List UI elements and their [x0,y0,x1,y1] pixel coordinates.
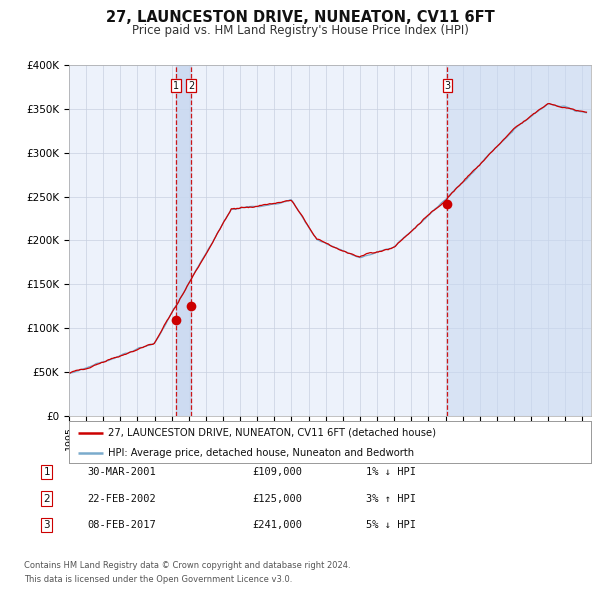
Text: 27, LAUNCESTON DRIVE, NUNEATON, CV11 6FT: 27, LAUNCESTON DRIVE, NUNEATON, CV11 6FT [106,10,494,25]
Text: 22-FEB-2002: 22-FEB-2002 [87,494,156,503]
Text: HPI: Average price, detached house, Nuneaton and Bedworth: HPI: Average price, detached house, Nune… [108,448,414,457]
Text: 3: 3 [43,520,50,530]
Text: £109,000: £109,000 [252,467,302,477]
Text: Contains HM Land Registry data © Crown copyright and database right 2024.: Contains HM Land Registry data © Crown c… [24,560,350,570]
Text: 3: 3 [444,81,451,91]
Text: 1: 1 [43,467,50,477]
Text: £125,000: £125,000 [252,494,302,503]
Text: 30-MAR-2001: 30-MAR-2001 [87,467,156,477]
Text: 5% ↓ HPI: 5% ↓ HPI [366,520,416,530]
Text: 27, LAUNCESTON DRIVE, NUNEATON, CV11 6FT (detached house): 27, LAUNCESTON DRIVE, NUNEATON, CV11 6FT… [108,428,436,438]
Text: Price paid vs. HM Land Registry's House Price Index (HPI): Price paid vs. HM Land Registry's House … [131,24,469,37]
Text: 2: 2 [43,494,50,503]
Bar [176,65,191,416]
Text: 2: 2 [188,81,194,91]
Text: 1% ↓ HPI: 1% ↓ HPI [366,467,416,477]
Text: 1: 1 [173,81,179,91]
Text: This data is licensed under the Open Government Licence v3.0.: This data is licensed under the Open Gov… [24,575,292,584]
Text: 3% ↑ HPI: 3% ↑ HPI [366,494,416,503]
Bar [448,65,600,416]
Text: 08-FEB-2017: 08-FEB-2017 [87,520,156,530]
Text: £241,000: £241,000 [252,520,302,530]
